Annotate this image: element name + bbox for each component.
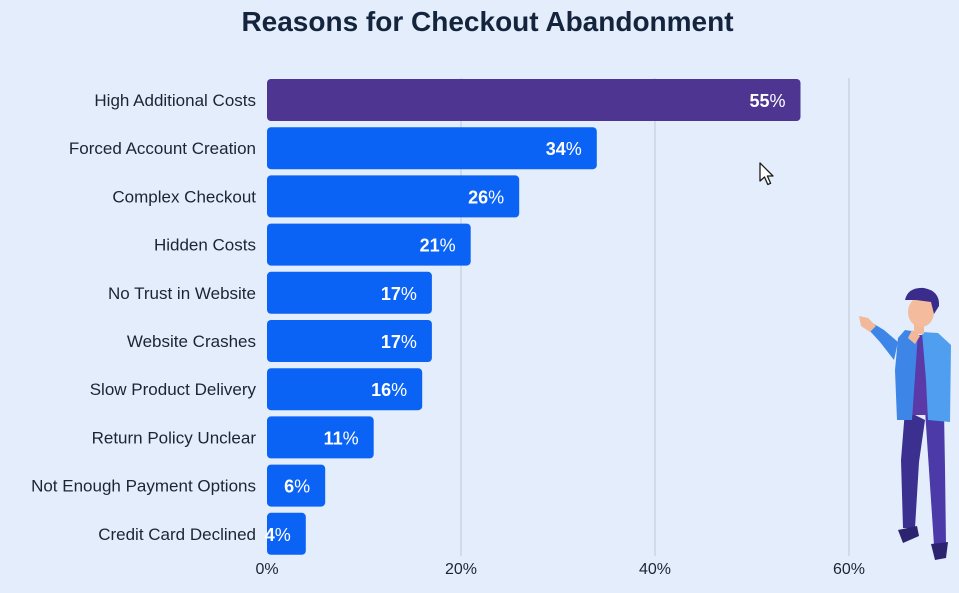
category-label: Slow Product Delivery [90,380,257,399]
data-label-suffix: % [440,236,456,256]
category-label: Not Enough Payment Options [31,477,256,496]
data-label-value: 55 [749,91,769,111]
x-tick-label: 40% [639,561,671,578]
data-label: 6% [284,477,310,497]
data-label: 26% [468,187,504,207]
data-label-suffix: % [401,332,417,352]
bar [267,175,520,218]
data-label-suffix: % [566,139,582,159]
data-label-suffix: % [275,525,291,545]
person-illustration [859,287,951,560]
data-label: 34% [546,139,582,159]
bar [267,368,423,411]
category-label: Forced Account Creation [69,139,256,158]
data-label: 17% [381,284,417,304]
data-label-value: 26 [468,187,488,207]
bar [267,223,471,266]
bar [267,79,801,121]
data-label-value: 17 [381,284,401,304]
data-label-suffix: % [401,284,417,304]
x-tick-label: 0% [255,561,278,578]
x-axis-ticks: 0% 20% 40% 60% [255,561,865,578]
data-label-value: 17 [381,332,401,352]
bar [267,320,432,362]
category-label: Credit Card Declined [98,525,256,544]
data-label-suffix: % [769,91,785,111]
data-label-value: 16 [371,380,391,400]
bar [267,271,432,314]
category-label: Return Policy Unclear [92,428,257,447]
bar [267,512,306,555]
category-label: Hidden Costs [154,236,256,255]
bar [267,416,374,459]
data-label-value: 21 [420,236,440,256]
data-label-value: 34 [546,139,566,159]
category-label: High Additional Costs [94,91,256,110]
bar [267,127,597,170]
category-label: Website Crashes [127,332,256,351]
data-label: 21% [420,236,456,256]
category-labels: High Additional Costs Forced Account Crea… [31,91,256,544]
data-label: 16% [371,380,407,400]
x-tick-label: 60% [833,561,865,578]
bar [267,464,326,507]
data-label: 4% [265,525,291,545]
data-label: 55% [749,91,785,111]
data-label-value: 11 [324,428,343,448]
data-label-suffix: % [343,428,359,448]
category-label: Complex Checkout [112,187,256,206]
data-label-suffix: % [488,187,504,207]
data-label-value: 6 [284,477,294,497]
x-tick-label: 20% [445,561,477,578]
data-label-suffix: % [391,380,407,400]
bars: 55%34%26%21%17%17%16%11%6%4% [265,79,801,555]
data-label: 17% [381,332,417,352]
data-label: 11% [324,428,359,448]
category-label: No Trust in Website [108,284,256,303]
data-label-value: 4 [265,525,275,545]
data-label-suffix: % [294,477,310,497]
mouse-cursor-icon [759,162,774,186]
chart-title: Reasons for Checkout Abandonment [241,6,734,37]
